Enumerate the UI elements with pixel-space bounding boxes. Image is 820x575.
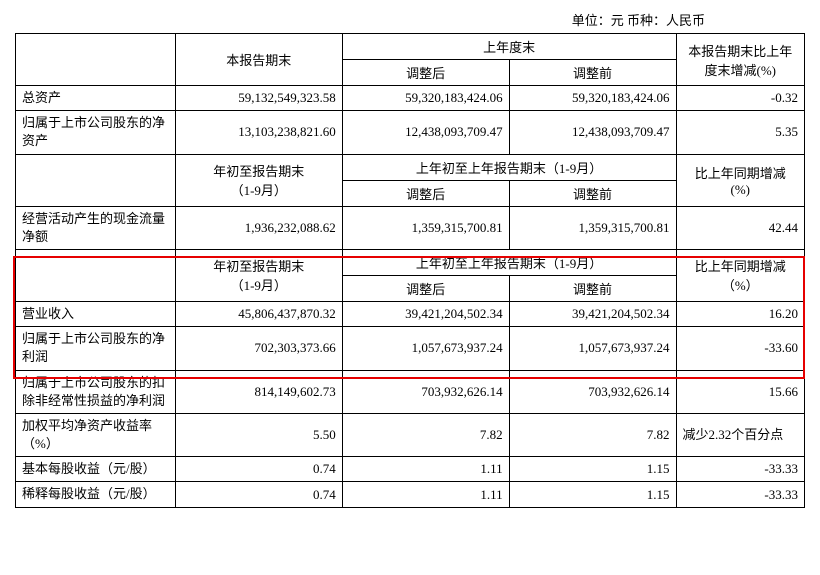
v3: 1.15 [509,482,676,507]
v2: 12,438,093,709.47 [342,111,509,154]
v2: 39,421,204,502.34 [342,301,509,326]
header-ytd3: 年初至报告期末（1-9月） [175,249,342,301]
v3: 1.15 [509,457,676,482]
row-net-profit: 归属于上市公司股东的净利润 702,303,373.66 1,057,673,9… [16,327,805,370]
row-eps-basic: 基本每股收益（元/股） 0.74 1.11 1.15 -33.33 [16,457,805,482]
v1: 814,149,602.73 [175,370,342,413]
v1: 59,132,549,323.58 [175,86,342,111]
header-last-ytd3: 上年初至上年报告期末（1-9月） [342,249,676,275]
header-pre-adjust: 调整前 [509,60,676,86]
label: 加权平均净资产收益率（%） [16,413,176,456]
v2: 1,057,673,937.24 [342,327,509,370]
label: 稀释每股收益（元/股） [16,482,176,507]
v3: 1,057,673,937.24 [509,327,676,370]
v4: 5.35 [676,111,805,154]
header-change-lastyear: 本报告期末比上年度末增减(%) [676,34,805,86]
v2: 1.11 [342,457,509,482]
header-blank3 [16,249,176,301]
v3: 59,320,183,424.06 [509,86,676,111]
v3: 39,421,204,502.34 [509,301,676,326]
header-preadjust3: 调整前 [509,275,676,301]
header-last-year-end: 上年度末 [342,34,676,60]
label: 归属于上市公司股东的净资产 [16,111,176,154]
v4: -33.33 [676,457,805,482]
header-adjusted: 调整后 [342,60,509,86]
v4: -33.33 [676,482,805,507]
unit-line: 单位：元 币种：人民币 [15,10,805,29]
row-op-cashflow: 经营活动产生的现金流量净额 1,936,232,088.62 1,359,315… [16,206,805,249]
header-ytd: 年初至报告期末（1-9月） [175,154,342,206]
v3: 1,359,315,700.81 [509,206,676,249]
row-total-assets: 总资产 59,132,549,323.58 59,320,183,424.06 … [16,86,805,111]
v1: 5.50 [175,413,342,456]
row-eps-diluted: 稀释每股收益（元/股） 0.74 1.11 1.15 -33.33 [16,482,805,507]
v2: 703,932,626.14 [342,370,509,413]
header-last-ytd: 上年初至上年报告期末（1-9月） [342,154,676,180]
header-adjusted2: 调整后 [342,180,509,206]
header-period-end: 本报告期末 [175,34,342,86]
header-blank2 [16,154,176,206]
v4: 42.44 [676,206,805,249]
v1: 702,303,373.66 [175,327,342,370]
row-equity-attr: 归属于上市公司股东的净资产 13,103,238,821.60 12,438,0… [16,111,805,154]
row-net-profit-ex: 归属于上市公司股东的扣除非经常性损益的净利润 814,149,602.73 70… [16,370,805,413]
v2: 59,320,183,424.06 [342,86,509,111]
v2: 1.11 [342,482,509,507]
label: 营业收入 [16,301,176,326]
header-change-period: 比上年同期增减(%) [676,154,805,206]
header-adjusted3: 调整后 [342,275,509,301]
row-revenue: 营业收入 45,806,437,870.32 39,421,204,502.34… [16,301,805,326]
v1: 13,103,238,821.60 [175,111,342,154]
row-roe: 加权平均净资产收益率（%） 5.50 7.82 7.82 减少2.32个百分点 [16,413,805,456]
financial-table: 本报告期末 上年度末 本报告期末比上年度末增减(%) 调整后 调整前 总资产 5… [15,33,805,508]
label: 总资产 [16,86,176,111]
v1: 0.74 [175,482,342,507]
v1: 45,806,437,870.32 [175,301,342,326]
v3: 7.82 [509,413,676,456]
label: 经营活动产生的现金流量净额 [16,206,176,249]
v4: -0.32 [676,86,805,111]
v4: -33.60 [676,327,805,370]
v4: 15.66 [676,370,805,413]
v1: 1,936,232,088.62 [175,206,342,249]
label: 归属于上市公司股东的净利润 [16,327,176,370]
v3: 12,438,093,709.47 [509,111,676,154]
v2: 7.82 [342,413,509,456]
v4: 减少2.32个百分点 [676,413,805,456]
header-blank [16,34,176,86]
label: 基本每股收益（元/股） [16,457,176,482]
header-preadjust2: 调整前 [509,180,676,206]
label: 归属于上市公司股东的扣除非经常性损益的净利润 [16,370,176,413]
v1: 0.74 [175,457,342,482]
v2: 1,359,315,700.81 [342,206,509,249]
header-change-period3: 比上年同期增减（%） [676,249,805,301]
v4: 16.20 [676,301,805,326]
v3: 703,932,626.14 [509,370,676,413]
